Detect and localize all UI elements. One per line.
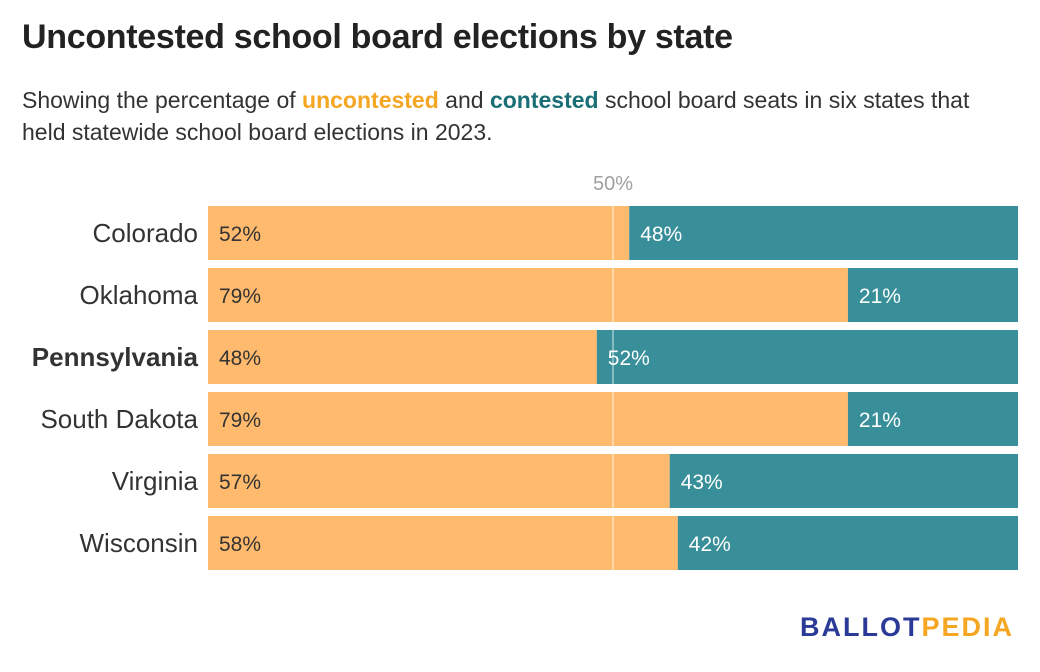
data-label-contested-colorado: 48% <box>640 223 682 246</box>
data-label-contested-pennsylvania: 52% <box>608 347 650 370</box>
data-label-contested-south-dakota: 21% <box>859 409 901 432</box>
stacked-bar-chart: Colorado 52% 48% Oklahoma 79% 21% Pennsylvania… <box>32 173 1018 570</box>
bar-contested-south-dakota <box>847 392 1018 446</box>
category-label-wisconsin: Wisconsin <box>80 528 198 558</box>
data-label-contested-virginia: 43% <box>681 471 723 494</box>
legend-uncontested-label: uncontested <box>302 87 439 113</box>
logo-part-ballot: BALLOT <box>799 612 922 642</box>
data-label-uncontested-pennsylvania: 48% <box>219 347 261 370</box>
category-label-virginia: Virginia <box>112 466 199 496</box>
category-label-colorado: Colorado <box>92 218 198 248</box>
data-label-uncontested-virginia: 57% <box>219 471 261 494</box>
bar-uncontested-oklahoma <box>208 268 848 322</box>
logo-part-pedia: PEDIA <box>921 612 1014 642</box>
data-label-uncontested-south-dakota: 79% <box>219 409 261 432</box>
ballotpedia-logo: BALLOTPEDIA <box>800 612 1014 643</box>
chart-subtitle: Showing the percentage of uncontested an… <box>22 84 1012 148</box>
chart-title: Uncontested school board elections by st… <box>22 18 733 56</box>
bar-uncontested-colorado <box>208 206 630 260</box>
subtitle-text-pre: Showing the percentage of <box>22 87 303 113</box>
data-label-uncontested-colorado: 52% <box>219 223 261 246</box>
bar-uncontested-wisconsin <box>208 516 678 570</box>
bar-contested-pennsylvania <box>596 330 1018 384</box>
category-label-oklahoma: Oklahoma <box>80 280 199 310</box>
category-label-pennsylvania: Pennsylvania <box>32 342 199 372</box>
subtitle-text-post: school board seats in six states that he… <box>22 87 970 145</box>
reference-line-label: 50% <box>593 173 633 195</box>
bar-uncontested-virginia <box>208 454 670 508</box>
data-label-contested-oklahoma: 21% <box>859 285 901 308</box>
subtitle-text-mid: and <box>438 87 490 113</box>
category-label-south-dakota: South Dakota <box>40 404 198 434</box>
bar-contested-oklahoma <box>847 268 1018 322</box>
bar-uncontested-pennsylvania <box>208 330 597 384</box>
bar-contested-wisconsin <box>677 516 1018 570</box>
data-label-uncontested-oklahoma: 79% <box>219 285 261 308</box>
bar-contested-virginia <box>669 454 1018 508</box>
data-label-uncontested-wisconsin: 58% <box>219 533 261 556</box>
bar-uncontested-south-dakota <box>208 392 848 446</box>
data-label-contested-wisconsin: 42% <box>689 533 731 556</box>
legend-contested-label: contested <box>489 87 599 113</box>
bar-contested-colorado <box>629 206 1018 260</box>
